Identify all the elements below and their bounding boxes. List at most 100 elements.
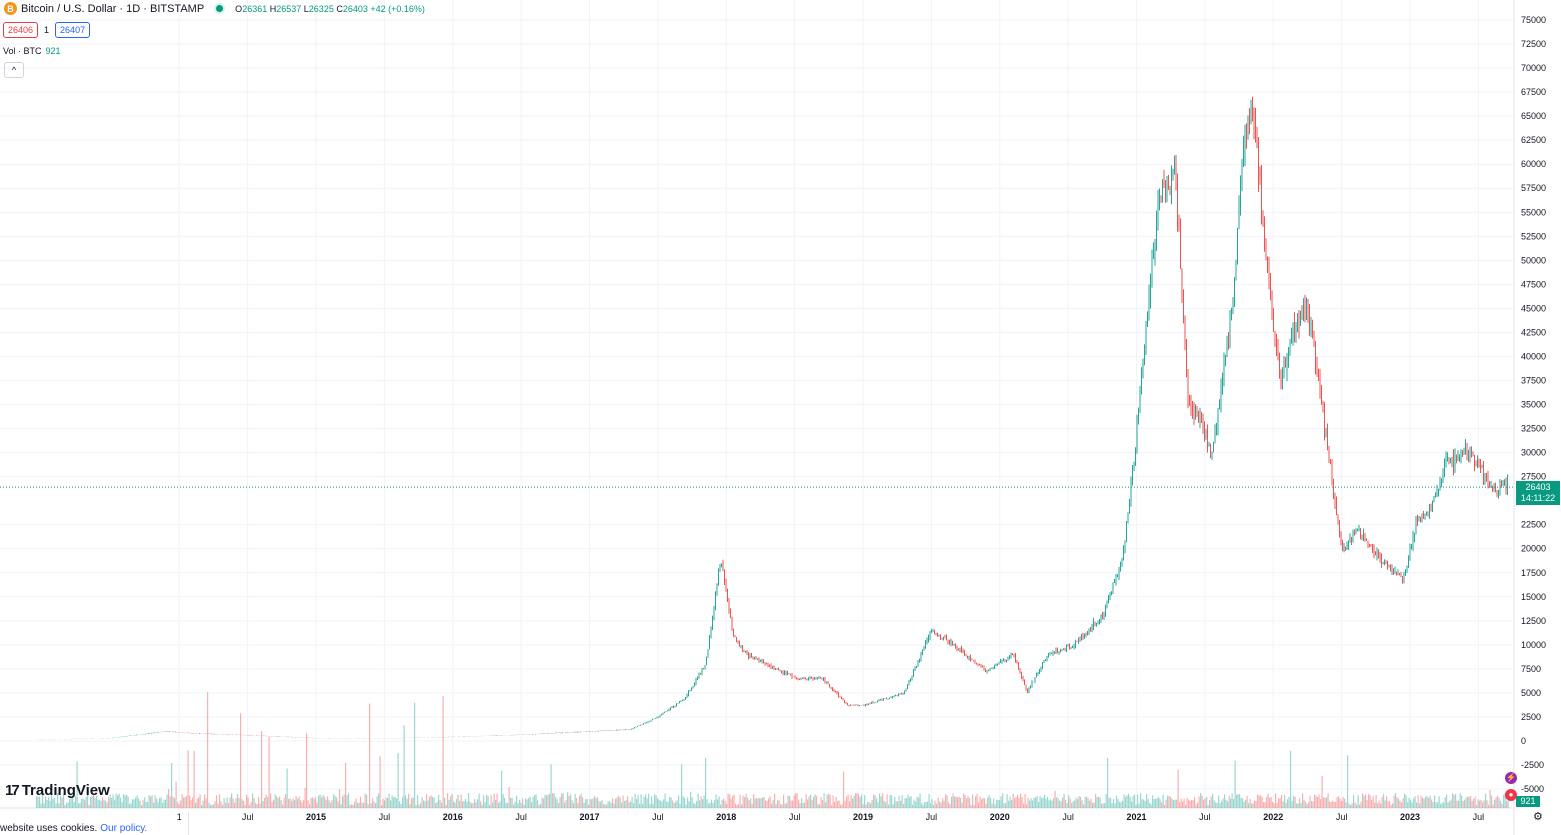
- volume-bar: [546, 795, 548, 808]
- volume-bar: [1035, 797, 1037, 808]
- volume-bar: [1330, 801, 1332, 808]
- volume-bar: [1132, 795, 1134, 808]
- volume-bar: [1308, 802, 1310, 808]
- volume-bar: [1260, 795, 1262, 808]
- volume-bar: [303, 799, 305, 808]
- volume-bar: [274, 794, 276, 808]
- volume-bar: [256, 804, 258, 808]
- volume-bar: [522, 798, 524, 808]
- volume-bar: [747, 797, 749, 808]
- volume-bar: [271, 802, 273, 808]
- volume-bar: [1186, 798, 1188, 808]
- volume-bar: [705, 757, 707, 808]
- volume-bar: [409, 804, 411, 808]
- volume-bar: [498, 803, 500, 808]
- volume-bar: [955, 796, 957, 808]
- volume-bar: [106, 802, 108, 808]
- volume-bar: [40, 803, 42, 808]
- price-axis[interactable]: 7500072500700006750065000625006000057500…: [1521, 15, 1546, 794]
- volume-bar: [363, 802, 365, 808]
- volume-bar: [991, 803, 993, 808]
- volume-bar: [85, 796, 87, 808]
- grid: [0, 0, 1515, 835]
- y-tick-label: 55000: [1521, 207, 1546, 217]
- volume-bar: [1191, 799, 1193, 808]
- volume-bar: [1473, 799, 1475, 808]
- volume-bar: [748, 800, 750, 808]
- volume-bar: [1263, 801, 1265, 808]
- close-value: 26403: [342, 3, 368, 14]
- volume-bar: [237, 794, 239, 808]
- volume-bar: [229, 797, 231, 808]
- volume-bar: [357, 803, 359, 808]
- volume-bar: [184, 797, 186, 808]
- cookie-policy-link[interactable]: Our policy.: [100, 823, 148, 834]
- volume-bar: [694, 803, 696, 808]
- settings-icon[interactable]: ⚙: [1533, 811, 1543, 823]
- volume-bar: [1062, 797, 1064, 808]
- x-tick-label: Jul: [379, 812, 391, 822]
- volume-bar: [1003, 803, 1005, 808]
- volume-bar: [975, 796, 977, 808]
- volume-bar: [775, 804, 777, 808]
- y-tick-label: 15000: [1521, 592, 1546, 602]
- volume-bar: [1224, 794, 1226, 808]
- volume-bar: [1395, 793, 1397, 808]
- volume-bar: [442, 696, 444, 808]
- volume-bar: [220, 801, 222, 808]
- volume-bar: [1156, 798, 1158, 808]
- volume-bar: [420, 803, 422, 808]
- volume-bar: [894, 797, 896, 808]
- volume-bar: [451, 794, 453, 808]
- volume-bar: [1110, 797, 1112, 808]
- volume-bar: [147, 801, 149, 808]
- volume-bar: [558, 803, 560, 808]
- volume-bar: [936, 803, 938, 808]
- chevron-up-icon[interactable]: ^: [4, 62, 24, 78]
- volume-bar: [1294, 796, 1296, 808]
- time-axis[interactable]: 1 Jul 2015 Jul 2016 Jul 2017 Jul 2018 Jul 2019 Jul 2…: [177, 812, 1484, 822]
- volume-bar: [673, 803, 675, 808]
- volume-bar: [340, 804, 342, 808]
- lightning-icon[interactable]: ⚡: [1505, 772, 1517, 784]
- volume-bar: [421, 797, 423, 808]
- volume-bar: [1210, 796, 1212, 808]
- volume-bar: [1201, 795, 1203, 808]
- volume-bar: [871, 800, 873, 808]
- volume-bar: [1192, 800, 1194, 808]
- tradingview-logo[interactable]: 17 TradingView: [5, 782, 110, 799]
- y-tick-label: 62500: [1521, 135, 1546, 145]
- volume-bar: [766, 800, 768, 808]
- volume-bar: [406, 798, 408, 808]
- volume-bar: [60, 795, 62, 808]
- sell-button[interactable]: 26406: [3, 22, 39, 38]
- buy-button[interactable]: 26407: [55, 22, 91, 38]
- volume-bar: [207, 692, 209, 808]
- volume-bar: [124, 795, 126, 808]
- volume-bar: [1309, 795, 1311, 808]
- volume-bar: [1236, 794, 1238, 808]
- volume-bar: [772, 800, 774, 808]
- symbol-title[interactable]: Bitcoin / U.S. Dollar · 1D · BITSTAMP: [21, 2, 205, 15]
- alert-icon[interactable]: ●: [1505, 789, 1517, 801]
- volume-legend[interactable]: Vol · BTC 921: [3, 46, 61, 56]
- volume-bar: [501, 770, 503, 808]
- high-value: 26537: [276, 3, 302, 14]
- volume-bar: [346, 795, 348, 808]
- volume-bar: [970, 804, 972, 808]
- volume-bar: [325, 799, 327, 808]
- volume-bar: [688, 801, 690, 808]
- volume-bar: [924, 802, 926, 808]
- volume-bar: [856, 793, 858, 808]
- y-tick-label: 40000: [1521, 351, 1546, 361]
- volume-bar: [595, 798, 597, 808]
- volume-bar: [732, 795, 734, 808]
- volume-bar: [100, 800, 102, 808]
- volume-bar: [493, 793, 495, 808]
- volume-bar: [1408, 797, 1410, 808]
- volume-bar: [1239, 794, 1241, 808]
- volume-bar: [477, 799, 479, 808]
- volume-bar: [777, 800, 779, 808]
